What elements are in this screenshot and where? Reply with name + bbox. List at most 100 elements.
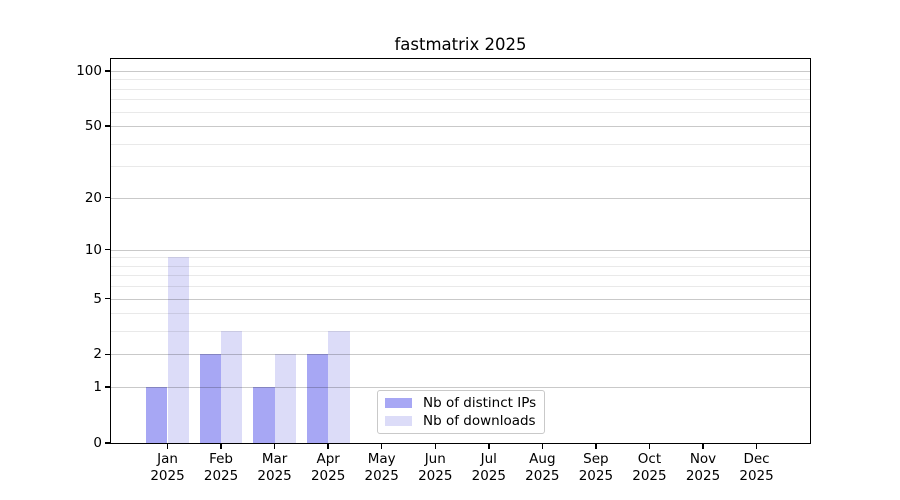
- x-tick-label-aug-2025: Aug 2025: [502, 451, 582, 484]
- plot-inner: [111, 59, 810, 443]
- chart-title: fastmatrix 2025: [394, 35, 527, 54]
- y-tick-2: [105, 353, 110, 356]
- x-tick-year: 2025: [418, 467, 453, 484]
- y-tick-label-50: 50: [84, 117, 102, 134]
- legend-swatch-downloads: [385, 415, 412, 427]
- gridline-minor-6: [111, 286, 810, 288]
- x-tick-aug-2025: [541, 444, 544, 449]
- x-tick-year: 2025: [203, 467, 239, 484]
- gridline-major-2: [111, 354, 810, 356]
- y-tick-0: [105, 442, 110, 444]
- bar-nb-of-downloads-mar-2025: [274, 354, 296, 443]
- legend: Nb of distinct IPs Nb of downloads: [377, 390, 545, 434]
- bar-nb-of-distinct-ips-apr-2025: [306, 354, 329, 443]
- x-tick-label-jul-2025: Jul 2025: [449, 451, 529, 484]
- y-tick-1: [105, 386, 110, 388]
- y-tick-label-10: 10: [84, 241, 102, 258]
- bar-nb-of-downloads-jan-2025: [167, 257, 189, 443]
- x-tick-year: 2025: [150, 467, 185, 484]
- legend-swatch-distinct-ips: [385, 397, 412, 409]
- x-tick-label-may-2025: May 2025: [342, 451, 422, 484]
- x-tick-year: 2025: [525, 467, 560, 484]
- y-tick-label-100: 100: [76, 62, 102, 79]
- x-tick-jan-2025: [166, 444, 169, 449]
- gridline-minor-4: [111, 313, 810, 315]
- x-tick-month: Feb: [209, 451, 233, 467]
- x-tick-label-nov-2025: Nov 2025: [663, 451, 743, 484]
- x-tick-dec-2025: [755, 444, 758, 449]
- bar-nb-of-distinct-ips-mar-2025: [253, 387, 275, 443]
- x-tick-label-jun-2025: Jun 2025: [395, 451, 475, 484]
- x-tick-year: 2025: [364, 467, 399, 484]
- x-tick-month: Nov: [689, 451, 717, 467]
- x-tick-label-oct-2025: Oct 2025: [609, 451, 689, 484]
- y-tick-label-20: 20: [84, 189, 102, 206]
- legend-label-distinct-ips: Nb of distinct IPs: [423, 395, 537, 411]
- x-tick-month: Dec: [743, 451, 770, 467]
- x-tick-month: Jan: [157, 451, 178, 467]
- gridline-major-50: [111, 125, 810, 127]
- gridline-major-5: [111, 298, 810, 300]
- gridline-minor-80: [111, 88, 810, 90]
- gridline-minor-60: [111, 111, 810, 113]
- legend-item-distinct-ips: Nb of distinct IPs: [385, 394, 537, 412]
- y-tick-label-5: 5: [93, 290, 102, 307]
- x-tick-month: Aug: [529, 451, 556, 467]
- legend-label-downloads: Nb of downloads: [423, 413, 536, 429]
- x-tick-year: 2025: [578, 467, 614, 484]
- gridline-major-20: [111, 197, 810, 199]
- y-tick-label-2: 2: [93, 346, 102, 363]
- x-tick-month: May: [367, 451, 396, 467]
- x-tick-month: Sep: [583, 451, 609, 467]
- gridline-minor-30: [111, 166, 810, 168]
- x-tick-label-jan-2025: Jan 2025: [128, 451, 208, 484]
- x-tick-oct-2025: [648, 444, 651, 449]
- x-tick-label-sep-2025: Sep 2025: [556, 451, 636, 484]
- gridline-major-10: [111, 249, 810, 251]
- y-tick-50: [105, 125, 110, 127]
- x-tick-month: Jul: [480, 451, 497, 467]
- x-tick-sep-2025: [595, 444, 597, 449]
- y-tick-label-0: 0: [93, 435, 102, 451]
- y-tick-10: [105, 248, 110, 251]
- x-tick-year: 2025: [739, 467, 774, 484]
- y-tick-100: [105, 70, 110, 72]
- x-tick-jul-2025: [488, 444, 490, 449]
- x-tick-year: 2025: [310, 467, 346, 484]
- gridline-major-100: [111, 70, 810, 72]
- x-tick-month: Mar: [261, 451, 288, 467]
- x-tick-month: Apr: [316, 451, 340, 467]
- x-tick-year: 2025: [685, 467, 721, 484]
- x-tick-year: 2025: [257, 467, 292, 484]
- x-tick-year: 2025: [471, 467, 506, 484]
- gridline-minor-9: [111, 257, 810, 259]
- gridline-minor-3: [111, 331, 810, 333]
- gridline-major-1: [111, 387, 810, 389]
- x-tick-feb-2025: [220, 444, 222, 449]
- bar-nb-of-distinct-ips-jan-2025: [146, 387, 168, 443]
- x-tick-label-feb-2025: Feb 2025: [181, 451, 261, 484]
- y-tick-label-1: 1: [93, 379, 102, 396]
- x-tick-month: Jun: [424, 451, 446, 467]
- y-tick-5: [105, 297, 110, 300]
- x-tick-jun-2025: [434, 444, 436, 449]
- x-tick-label-mar-2025: Mar 2025: [235, 451, 315, 484]
- y-tick-20: [105, 196, 110, 199]
- x-tick-year: 2025: [632, 467, 667, 484]
- x-tick-mar-2025: [273, 444, 276, 449]
- legend-item-downloads: Nb of downloads: [385, 412, 537, 430]
- x-tick-nov-2025: [702, 444, 704, 449]
- x-tick-apr-2025: [327, 444, 329, 449]
- gridline-minor-8: [111, 265, 810, 267]
- x-tick-may-2025: [380, 444, 383, 449]
- x-tick-month: Oct: [637, 451, 662, 467]
- gridline-minor-70: [111, 99, 810, 101]
- gridline-minor-40: [111, 143, 810, 145]
- bar-nb-of-distinct-ips-feb-2025: [199, 354, 222, 443]
- gridline-minor-7: [111, 275, 810, 277]
- plot-area: [110, 58, 811, 444]
- x-tick-label-dec-2025: Dec 2025: [717, 451, 797, 484]
- x-tick-label-apr-2025: Apr 2025: [288, 451, 368, 484]
- gridline-minor-90: [111, 79, 810, 81]
